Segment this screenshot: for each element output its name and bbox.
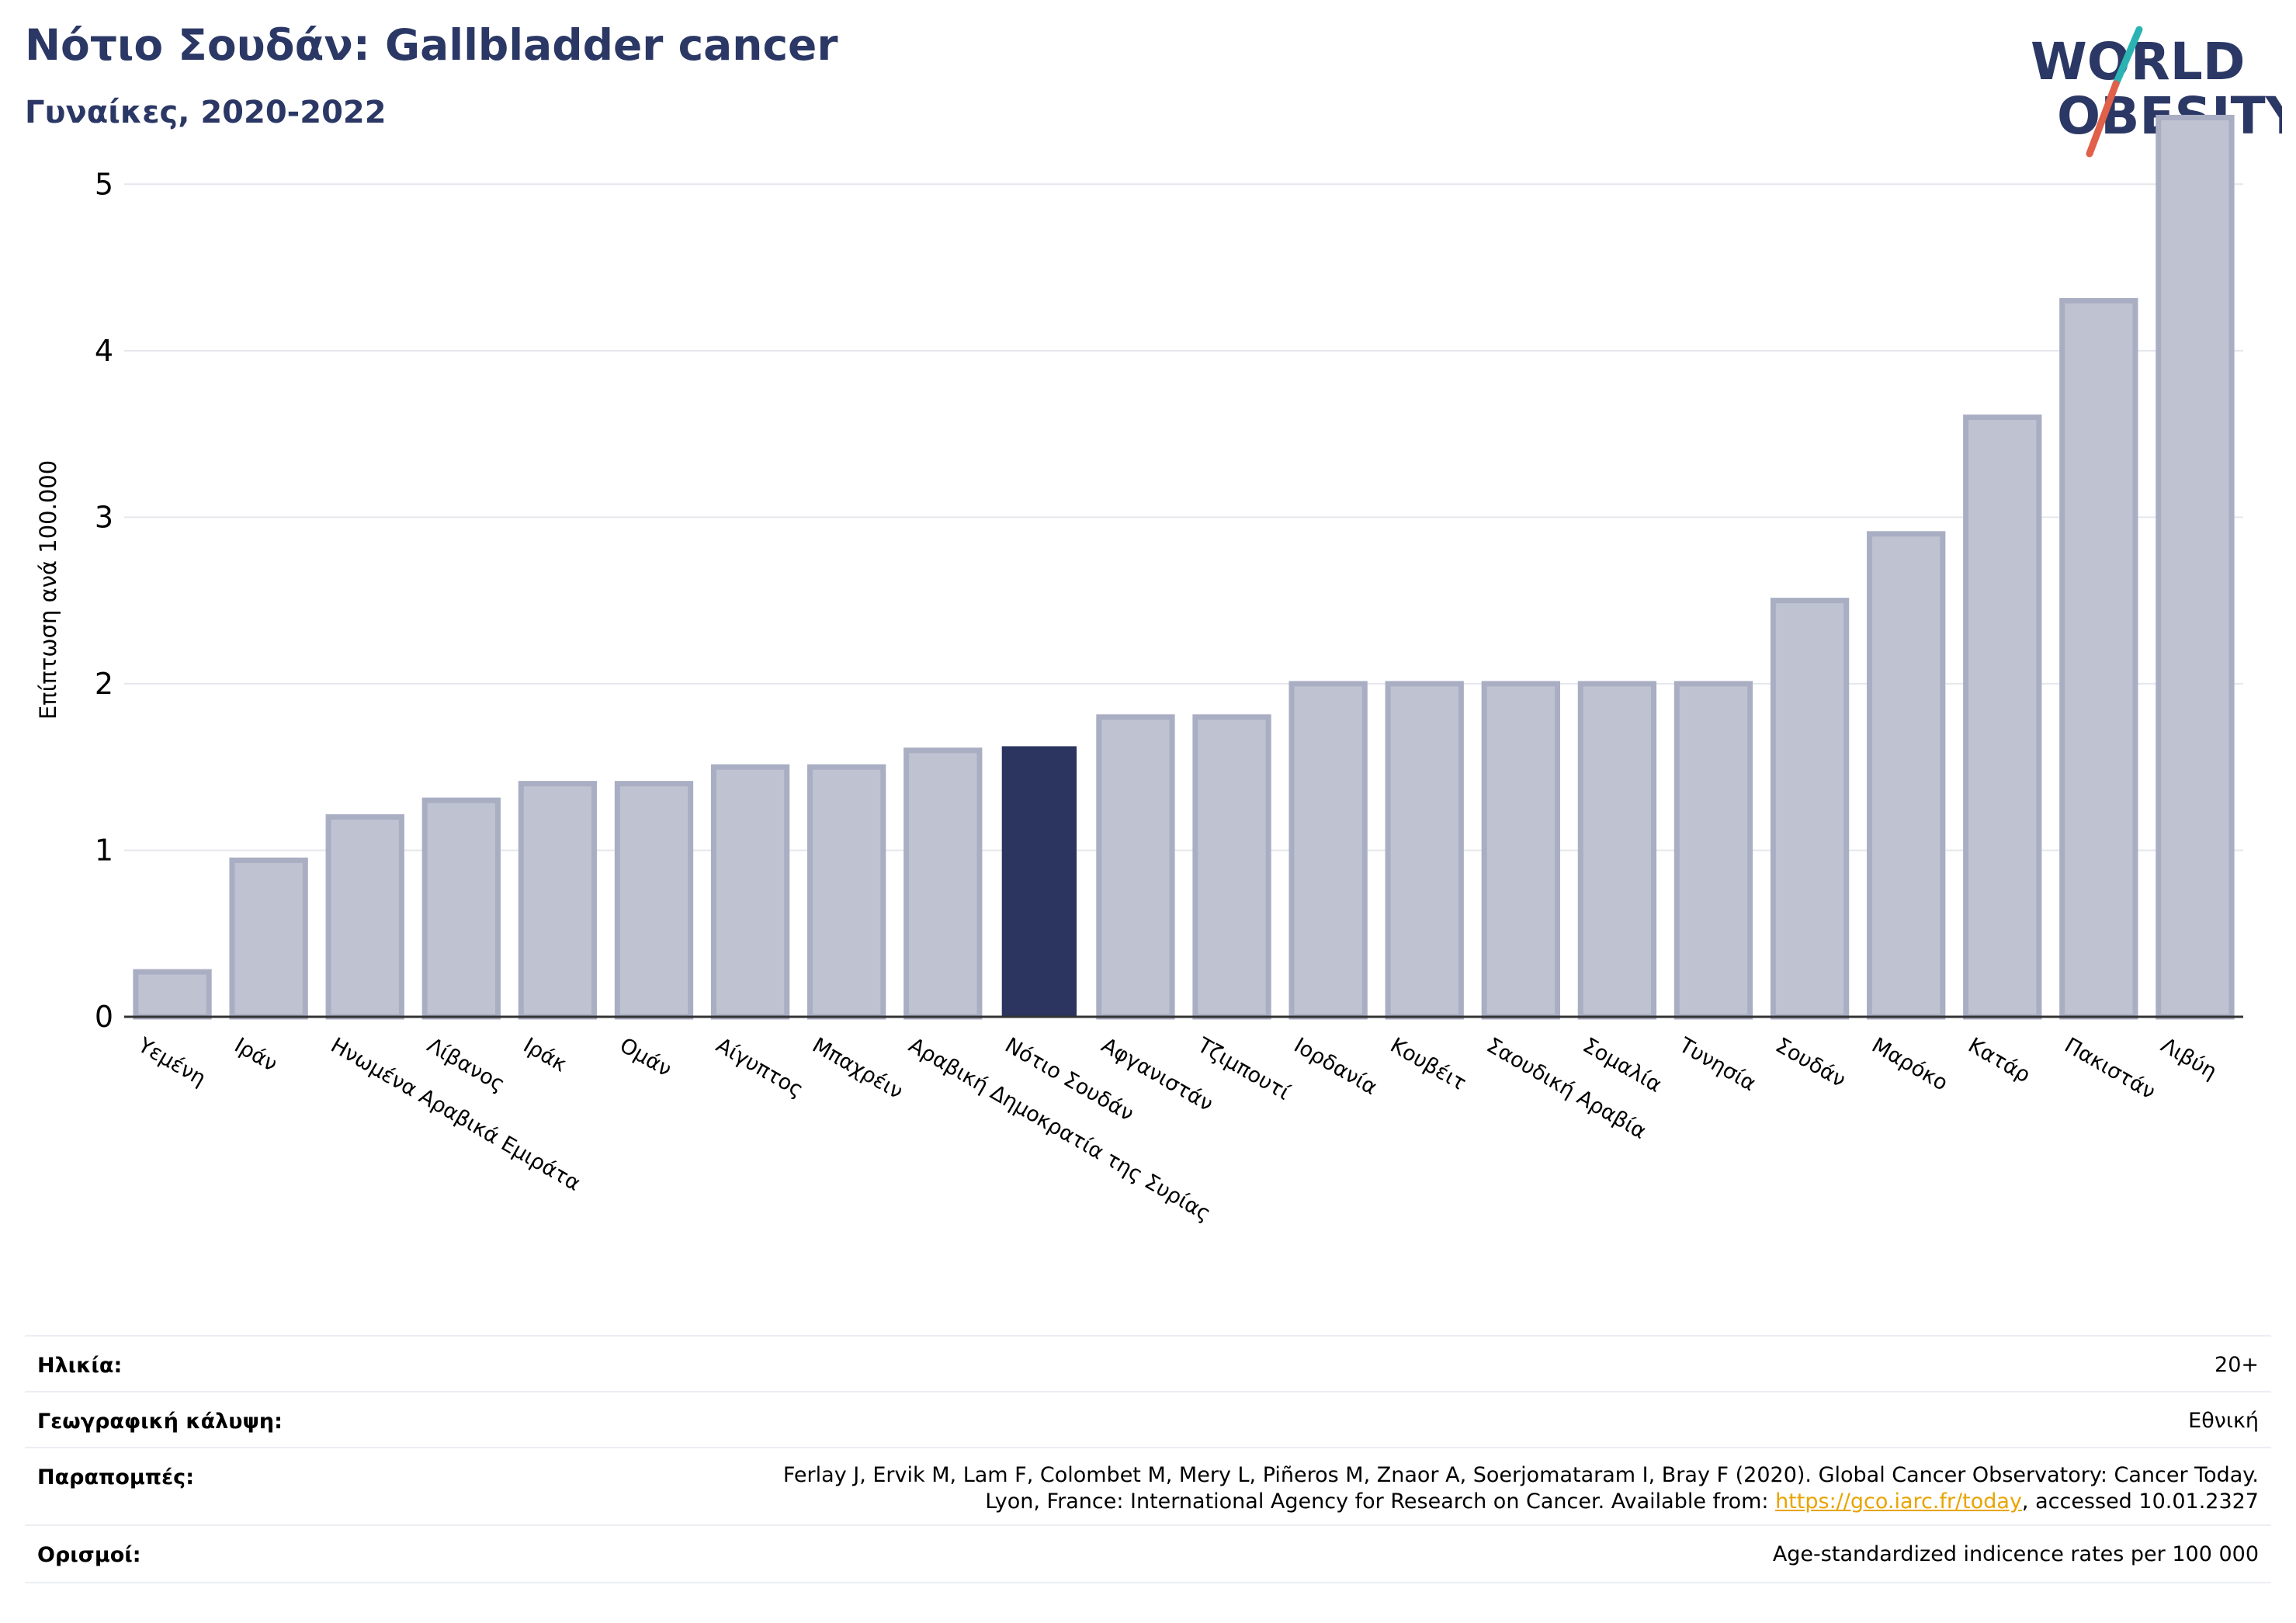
y-tick-label: 2: [95, 667, 113, 701]
coverage-label: Γεωγραφική κάλυψη:: [37, 1410, 283, 1434]
x-tick-label: Σομαλία: [1579, 1033, 1666, 1098]
x-tick-labels: Υεμένη Ιράν Ηνωμένα Αραβικά ΕμιράταΛίβανος…: [134, 1033, 2221, 1226]
bar: [229, 857, 308, 1020]
references-line-2-prefix: Lyon, France: International Agency for R…: [985, 1489, 1776, 1514]
bar: [1963, 414, 2042, 1020]
coverage-value: Εθνική: [2188, 1409, 2259, 1433]
info-row-age: Ηλικία: 20+: [25, 1335, 2271, 1392]
chart-subtitle: Γυναίκες, 2020-2022: [25, 95, 387, 130]
x-tick-label: Ιορδανία: [1290, 1033, 1382, 1100]
logo-slash-bottom: [2086, 80, 2120, 158]
bar-highlight: [1001, 746, 1077, 1018]
references-link[interactable]: https://gco.iarc.fr/today: [1775, 1489, 2022, 1514]
x-tick-label: Λιβύη: [2156, 1033, 2221, 1084]
bar: [807, 764, 886, 1020]
x-tick-label: Μαρόκο: [1868, 1033, 1951, 1095]
age-label: Ηλικία:: [37, 1354, 123, 1378]
logo-slash-top: [2112, 26, 2143, 88]
definitions-value: Age-standardized indicence rates per 100…: [1772, 1542, 2259, 1566]
bar: [903, 747, 983, 1020]
x-tick-label: Υεμένη: [134, 1033, 210, 1091]
info-row-coverage: Γεωγραφική κάλυψη: Εθνική: [25, 1391, 2271, 1448]
references-value: Ferlay J, Ervik M, Lam F, Colombet M, Me…: [783, 1462, 2259, 1515]
bar: [1096, 714, 1175, 1020]
bar: [421, 797, 501, 1020]
references-line-2-suffix: , accessed 10.01.2327: [2021, 1489, 2259, 1514]
bar: [518, 781, 598, 1020]
x-tick-label: Αίγυπτος: [712, 1033, 807, 1102]
bar: [1770, 598, 1850, 1020]
bar: [1577, 681, 1657, 1020]
x-tick-label: Κατάρ: [1964, 1033, 2034, 1087]
references-line-1: Ferlay J, Ervik M, Lam F, Colombet M, Me…: [782, 1463, 2259, 1487]
bar: [1288, 681, 1368, 1020]
y-tick-label: 3: [95, 500, 113, 534]
info-row-references: Παραπομπές: Ferlay J, Ervik M, Lam F, Co…: [25, 1447, 2271, 1526]
bar: [1192, 714, 1271, 1020]
y-tick-label: 1: [95, 833, 113, 867]
logo-line-world: WORLD: [2031, 32, 2246, 92]
bar: [1673, 681, 1753, 1020]
references-label: Παραπομπές:: [37, 1465, 194, 1489]
y-tick-label: 4: [95, 334, 113, 368]
y-axis-label: Επίπτωση ανά 100.000: [35, 460, 61, 720]
bar: [614, 781, 694, 1020]
x-tick-label: Ομάν: [616, 1033, 675, 1082]
x-tick-label: Σουδάν: [1771, 1033, 1850, 1092]
bar: [1481, 681, 1560, 1020]
age-value: 20+: [2214, 1353, 2259, 1377]
x-tick-label: Τυνησία: [1674, 1033, 1760, 1097]
x-tick-label: Σαουδική Αραβία: [1483, 1033, 1650, 1144]
bars: [133, 114, 2235, 1020]
y-tick-label: 0: [95, 1000, 113, 1034]
chart-title: Νότιο Σουδάν: Gallbladder cancer: [25, 20, 838, 70]
bar: [2059, 297, 2138, 1020]
info-row-definitions: Ορισμοί: Age-standardized indicence rate…: [25, 1524, 2271, 1583]
x-tick-label: Λίβανος: [423, 1033, 509, 1097]
x-tick-label: Κουβέιτ: [1386, 1033, 1470, 1095]
y-tick-label: 5: [95, 167, 113, 201]
x-tick-label: Ιράκ: [519, 1033, 571, 1077]
definitions-label: Ορισμοί:: [37, 1543, 141, 1567]
x-tick-label: Μπαχρέιν: [808, 1033, 907, 1104]
bar: [1867, 531, 1946, 1020]
y-tick-labels: 0 1 2 3 4 5: [95, 167, 113, 1034]
x-tick-label: Πακιστάν: [2060, 1033, 2159, 1105]
bar: [1385, 681, 1464, 1020]
bar: [710, 764, 790, 1020]
bar: [325, 814, 404, 1020]
world-obesity-logo: WORLD OBESITY: [2031, 26, 2282, 158]
bar: [133, 969, 212, 1020]
x-tick-label: Ιράν: [231, 1033, 282, 1077]
bar: [2156, 114, 2235, 1020]
